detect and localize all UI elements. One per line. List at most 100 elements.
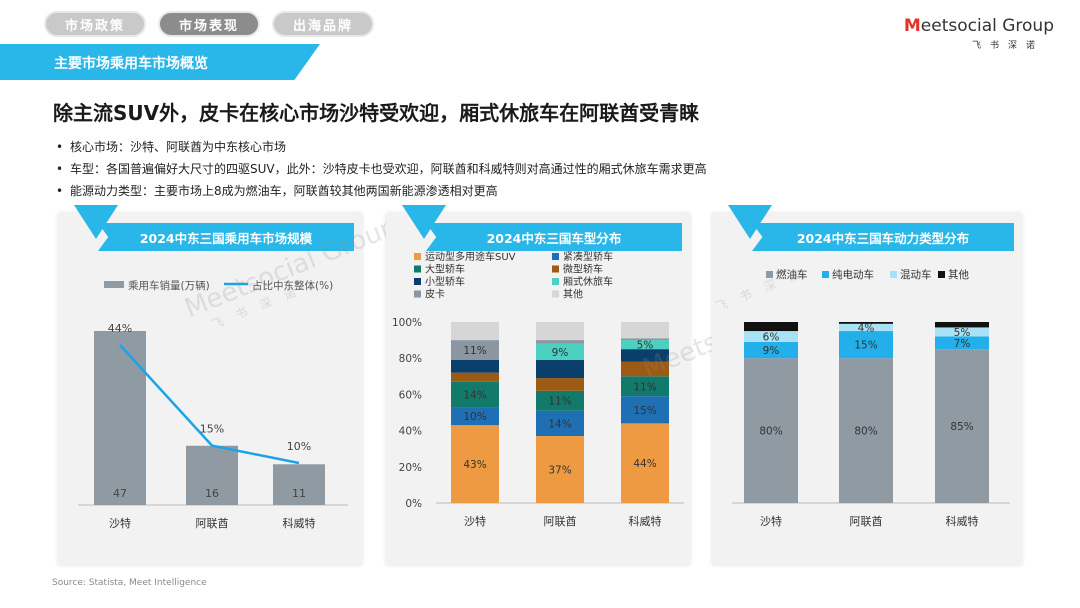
legend-label: 其他 [563, 288, 583, 301]
segment-value-label: 80% [759, 426, 782, 438]
segment-value-label: 15% [633, 405, 656, 417]
legend-label-sales: 乘用车销量(万辆) [128, 279, 210, 292]
legend-label: 大型轿车 [425, 263, 465, 276]
company-logo: Meetsocial Group 飞书深诺 [904, 16, 1054, 51]
stacked-bar-segment [621, 361, 669, 377]
section-title: 主要市场乘用车市场概览 [54, 56, 208, 72]
stacked-bar-segment [536, 390, 584, 411]
legend-swatch [822, 271, 829, 278]
logo-subtitle: 飞书深诺 [971, 41, 1044, 51]
vehicle-type-chart-title: 2024中东三国车型分布 [426, 223, 682, 251]
segment-value-label: 11% [463, 345, 486, 357]
stacked-bar-segment [621, 322, 669, 339]
power-type-chart-title: 2024中东三国车动力类型分布 [752, 223, 1014, 251]
x-tick-label: 沙特 [109, 516, 131, 530]
segment-value-label: 11% [633, 381, 656, 393]
power-type-chart: 80% 9% 6% 沙特 80% 15% 4% 阿联酋 85% 7%5% 科威特 燃油车 纯电动车 混动车… [732, 268, 1010, 528]
segment-value-label: 7% [954, 338, 971, 350]
share-point-label: 15% [200, 423, 224, 436]
y-tick-label: 40% [399, 426, 422, 438]
key-points-list: 核心市场：沙特、阿联酋为中东核心市场 车型：各国普遍偏好大尺寸的四驱SUV，此外… [56, 136, 707, 202]
legend-swatch [552, 253, 559, 260]
y-tick-label: 100% [392, 317, 422, 329]
legend-swatch [938, 271, 945, 278]
share-point-label: 44% [108, 322, 132, 335]
segment-value-label: 4% [858, 322, 875, 334]
sales-bar [94, 331, 146, 505]
stacked-bar-segment [621, 396, 669, 424]
key-point-core-markets: 核心市场：沙特、阿联酋为中东核心市场 [56, 136, 707, 158]
legend-label-share: 占比中东整体(%) [252, 279, 333, 292]
x-tick-label: 阿联酋 [850, 514, 883, 528]
segment-value-label: 10% [463, 411, 486, 423]
legend-label: 燃油车 [776, 268, 808, 281]
tab-overseas-brands[interactable]: 出海品牌 [272, 11, 374, 37]
stacked-bar-segment [621, 423, 669, 503]
stacked-bar-segment [451, 322, 499, 341]
x-tick-label: 阿联酋 [544, 514, 577, 528]
legend-swatch [552, 265, 559, 273]
top-tabs: 市场政策 市场表现 出海品牌 [44, 11, 374, 37]
legend-swatch [414, 253, 421, 260]
stacked-bar-segment [839, 323, 893, 332]
stacked-bar-segment [935, 322, 989, 328]
stacked-bar-segment [451, 425, 499, 503]
stacked-bar-segment [935, 336, 989, 350]
stacked-bar-segment [621, 338, 669, 341]
y-tick-label: 0% [405, 498, 422, 510]
share-line [119, 344, 300, 465]
vehicle-type-chart: 0% 20% 40% 60% 80% 100% 43% 10% 14% 11% 沙特 37% 14% 11… [392, 250, 684, 528]
legend-label: 混动车 [900, 268, 932, 281]
legend-swatch [552, 278, 559, 285]
segment-value-label: 14% [548, 418, 571, 430]
stacked-bar-segment [451, 372, 499, 382]
share-point-label: 10% [287, 440, 311, 453]
tab-market-policy[interactable]: 市场政策 [44, 11, 146, 37]
segment-value-label: 80% [854, 426, 877, 438]
section-banner: 主要市场乘用车市场概览 [0, 44, 320, 80]
segment-value-label: 9% [763, 345, 780, 357]
legend-label: 厢式休旅车 [563, 275, 613, 288]
segment-value-label: 5% [954, 327, 971, 339]
stacked-bar-segment [744, 341, 798, 359]
stacked-bar-segment [935, 349, 989, 503]
panel-corner-triangle [402, 205, 446, 239]
legend-label: 微型轿车 [563, 263, 603, 276]
stacked-bar-segment [744, 322, 798, 332]
stacked-bar-segment [621, 349, 669, 362]
segment-value-label: 5% [637, 340, 654, 352]
legend-swatch [414, 265, 421, 273]
stacked-bar-segment [536, 410, 584, 437]
sales-bar [186, 445, 238, 505]
key-point-power-types: 能源动力类型：主要市场上8成为燃油车，阿联酋较其他两国新能源渗透相对更高 [56, 180, 707, 202]
stacked-bar-segment [839, 331, 893, 359]
legend-swatch [890, 271, 897, 278]
y-tick-label: 80% [399, 353, 422, 365]
legend-label: 纯电动车 [832, 268, 874, 281]
source-note: Source: Statista, Meet Intelligence [52, 578, 207, 588]
y-tick-label: 20% [399, 462, 422, 474]
stacked-bar-segment [839, 358, 893, 503]
segment-value-label: 15% [854, 340, 877, 352]
market-size-panel: 2024中东三国乘用车市场规模 乘用车销量(万辆) 占比中东整体(%) 47 沙特 16… [58, 205, 402, 565]
segment-value-label: 14% [463, 389, 486, 401]
segment-value-label: 44% [633, 458, 656, 470]
segment-value-label: 9% [552, 347, 569, 359]
legend-label: 紧凑型轿车 [563, 250, 613, 263]
panel-corner-triangle [74, 205, 118, 239]
segment-value-label: 43% [463, 459, 486, 471]
stacked-bar-segment [935, 327, 989, 337]
stacked-bar-segment [536, 378, 584, 391]
stacked-bar-segment [536, 436, 584, 503]
legend-label: 运动型多用途车SUV [425, 250, 516, 263]
stacked-bar-segment [536, 340, 584, 344]
legend-swatch [766, 271, 773, 278]
stacked-bar-segment [621, 376, 669, 397]
stacked-bar-segment [451, 407, 499, 426]
tab-market-performance[interactable]: 市场表现 [158, 11, 260, 37]
stacked-bar-segment [451, 340, 499, 361]
legend-swatch [414, 278, 421, 285]
stacked-bar-segment [621, 340, 669, 350]
logo-wordmark: Meetsocial Group [903, 16, 1054, 36]
segment-value-label: 11% [548, 396, 571, 408]
